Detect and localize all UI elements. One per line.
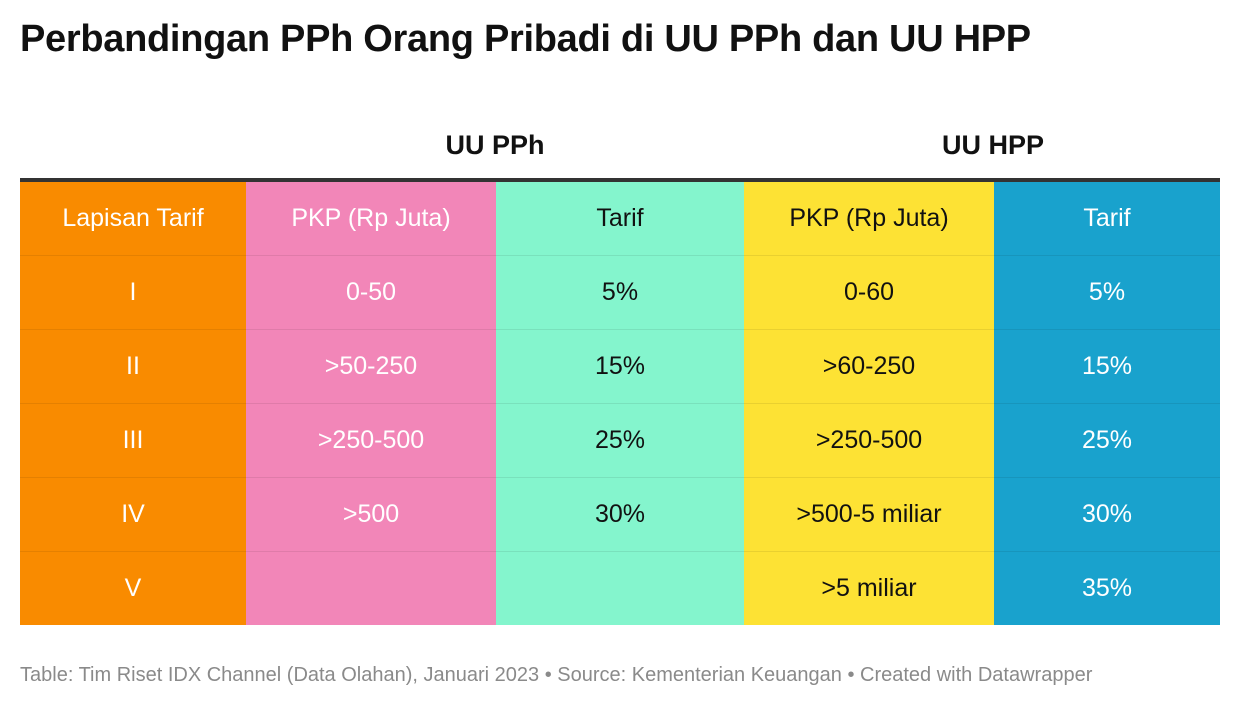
- cell-pph-tarif: 15%: [496, 329, 744, 404]
- header-lapisan-tarif: Lapisan Tarif: [20, 182, 246, 256]
- table-row: III >250-500 25% >250-500 25%: [20, 403, 1220, 478]
- cell-hpp-pkp: >5 miliar: [744, 551, 994, 625]
- cell-pph-pkp: [246, 551, 496, 625]
- tax-rate-table: Lapisan Tarif PKP (Rp Juta) Tarif PKP (R…: [20, 182, 1220, 625]
- table-row: I 0-50 5% 0-60 5%: [20, 255, 1220, 330]
- footer-credits: Table: Tim Riset IDX Channel (Data Olaha…: [20, 664, 1093, 686]
- header-hpp-tarif: Tarif: [994, 182, 1220, 256]
- cell-hpp-tarif: 30%: [994, 477, 1220, 552]
- cell-lapisan: III: [20, 403, 246, 478]
- cell-pph-tarif: 5%: [496, 255, 744, 330]
- header-hpp-pkp: PKP (Rp Juta): [744, 182, 994, 256]
- cell-pph-pkp: 0-50: [246, 255, 496, 330]
- header-pph-pkp: PKP (Rp Juta): [246, 182, 496, 256]
- cell-lapisan: II: [20, 329, 246, 404]
- cell-pph-pkp: >50-250: [246, 329, 496, 404]
- cell-pph-pkp: >500: [246, 477, 496, 552]
- group-label-uu-pph: UU PPh: [445, 130, 545, 160]
- header-pph-tarif: Tarif: [496, 182, 744, 256]
- chart-title: Perbandingan PPh Orang Pribadi di UU PPh…: [20, 18, 1031, 60]
- cell-hpp-pkp: 0-60: [744, 255, 994, 330]
- cell-hpp-tarif: 15%: [994, 329, 1220, 404]
- table-row: II >50-250 15% >60-250 15%: [20, 329, 1220, 404]
- column-group-header: UU PPh UU HPP: [20, 120, 1220, 170]
- table-row: V >5 miliar 35%: [20, 551, 1220, 625]
- cell-hpp-pkp: >500-5 miliar: [744, 477, 994, 552]
- group-label-uu-hpp: UU HPP: [941, 130, 1044, 160]
- cell-pph-tarif: 30%: [496, 477, 744, 552]
- cell-pph-tarif: 25%: [496, 403, 744, 478]
- cell-lapisan: I: [20, 255, 246, 330]
- cell-pph-pkp: >250-500: [246, 403, 496, 478]
- table-header-row: Lapisan Tarif PKP (Rp Juta) Tarif PKP (R…: [20, 182, 1220, 256]
- cell-hpp-pkp: >60-250: [744, 329, 994, 404]
- cell-lapisan: IV: [20, 477, 246, 552]
- cell-hpp-pkp: >250-500: [744, 403, 994, 478]
- cell-hpp-tarif: 25%: [994, 403, 1220, 478]
- table-top-rule: [20, 178, 1220, 182]
- cell-hpp-tarif: 35%: [994, 551, 1220, 625]
- cell-pph-tarif: [496, 551, 744, 625]
- cell-lapisan: V: [20, 551, 246, 625]
- cell-hpp-tarif: 5%: [994, 255, 1220, 330]
- table-row: IV >500 30% >500-5 miliar 30%: [20, 477, 1220, 552]
